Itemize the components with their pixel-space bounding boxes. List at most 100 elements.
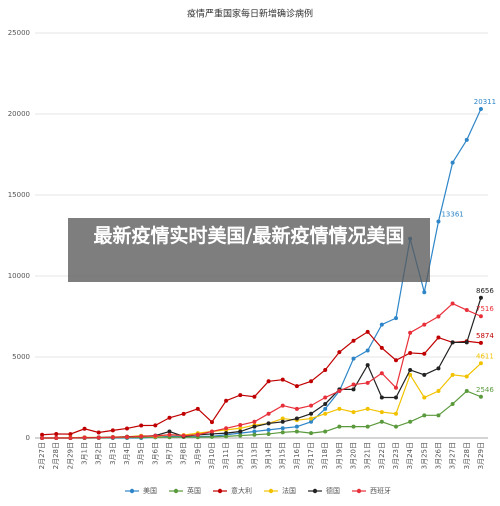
point: [408, 330, 413, 335]
point: [209, 429, 214, 434]
x-tick-label: 2月28日: [52, 442, 60, 469]
y-tick-label: 0: [26, 434, 30, 442]
x-tick-label: 3月15日: [279, 442, 287, 469]
point: [478, 295, 483, 300]
x-tick-label: 3月4日: [123, 442, 131, 465]
legend-label: 西班牙: [370, 486, 391, 495]
point: [68, 432, 73, 437]
point: [280, 377, 285, 382]
point: [436, 219, 441, 224]
point: [238, 393, 243, 398]
point: [323, 367, 328, 372]
legend-label: 意大利: [231, 486, 252, 495]
point: [209, 420, 214, 425]
point: [379, 371, 384, 376]
point: [181, 433, 186, 438]
point: [280, 419, 285, 424]
point: [224, 431, 229, 436]
point: [294, 424, 299, 429]
point: [351, 338, 356, 343]
point: [323, 401, 328, 406]
point: [478, 314, 483, 319]
point: [464, 340, 469, 345]
point: [393, 411, 398, 416]
point: [294, 429, 299, 434]
point: [266, 411, 271, 416]
point: [209, 434, 214, 439]
x-tick-label: 3月5日: [137, 442, 145, 465]
point: [238, 426, 243, 431]
point: [464, 374, 469, 379]
point: [393, 316, 398, 321]
point: [252, 394, 257, 399]
data-label: 2546: [476, 386, 494, 394]
point: [365, 406, 370, 411]
point: [379, 410, 384, 415]
point: [82, 435, 87, 440]
point: [379, 395, 384, 400]
legend-marker: [217, 488, 223, 494]
point: [280, 430, 285, 435]
x-tick-label: 2月27日: [38, 442, 46, 469]
data-label: 13361: [441, 211, 463, 219]
point: [181, 411, 186, 416]
point: [464, 308, 469, 313]
point: [365, 424, 370, 429]
point: [266, 427, 271, 432]
point: [408, 350, 413, 355]
point: [153, 423, 158, 428]
point: [309, 431, 314, 436]
point: [450, 340, 455, 345]
point: [252, 424, 257, 429]
x-tick-label: 3月9日: [194, 442, 202, 465]
point: [309, 416, 314, 421]
point: [252, 429, 257, 434]
x-tick-label: 3月8日: [180, 442, 188, 465]
x-tick-label: 3月16日: [293, 442, 301, 469]
point: [379, 322, 384, 327]
point: [450, 160, 455, 165]
x-tick-label: 3月18日: [321, 442, 329, 469]
data-label: 5874: [476, 332, 494, 340]
point: [195, 406, 200, 411]
point: [337, 389, 342, 394]
point: [478, 106, 483, 111]
point: [294, 416, 299, 421]
point: [266, 379, 271, 384]
point: [450, 401, 455, 406]
point: [167, 415, 172, 420]
x-tick-label: 3月7日: [165, 442, 173, 465]
point: [478, 361, 483, 366]
point: [153, 433, 158, 438]
point: [294, 406, 299, 411]
point: [422, 413, 427, 418]
point: [54, 436, 59, 440]
x-tick-label: 3月28日: [463, 442, 471, 469]
point: [337, 350, 342, 355]
point: [110, 435, 115, 440]
point: [365, 363, 370, 368]
legend-marker: [173, 488, 179, 494]
point: [238, 433, 243, 438]
point: [436, 366, 441, 371]
point: [365, 380, 370, 385]
banner: 最新疫情实时美国/最新疫情情况美国: [68, 218, 430, 282]
point: [422, 322, 427, 327]
legend-marker: [129, 488, 135, 494]
data-label: 20311: [474, 98, 496, 106]
series-line: [42, 362, 482, 439]
point: [224, 434, 229, 439]
point: [195, 432, 200, 437]
x-tick-label: 3月25日: [420, 442, 428, 469]
point: [464, 137, 469, 142]
x-tick-label: 3月3日: [109, 442, 117, 465]
point: [436, 335, 441, 340]
point: [436, 389, 441, 394]
series-line: [42, 297, 482, 439]
point: [478, 394, 483, 399]
point: [422, 351, 427, 356]
point: [422, 372, 427, 377]
x-tick-label: 3月19日: [335, 442, 343, 469]
point: [478, 340, 483, 345]
point: [110, 428, 115, 433]
